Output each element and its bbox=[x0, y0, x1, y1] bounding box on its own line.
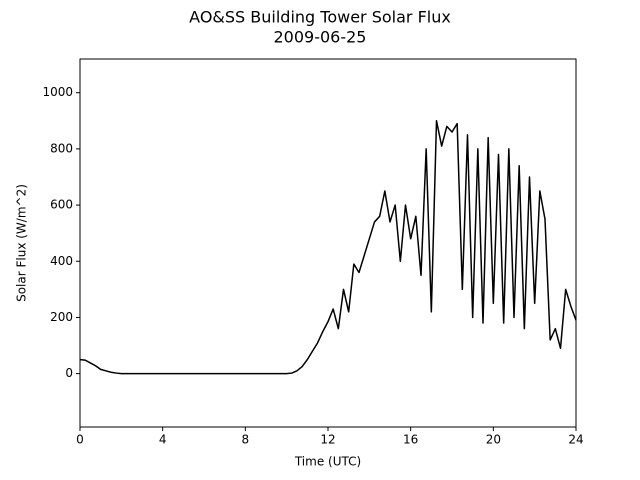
y-axis-label: Solar Flux (W/m^2) bbox=[15, 184, 29, 302]
y-tick-label: 200 bbox=[50, 310, 73, 324]
chart-title: AO&SS Building Tower Solar Flux bbox=[189, 8, 451, 27]
y-tick-label: 0 bbox=[65, 366, 73, 380]
x-axis-label: Time (UTC) bbox=[294, 455, 361, 469]
data-line bbox=[79, 120, 577, 375]
x-tick-label: 0 bbox=[76, 433, 84, 447]
chart-subtitle: 2009-06-25 bbox=[274, 28, 367, 47]
x-tick-label: 4 bbox=[159, 433, 167, 447]
x-tick-label: 12 bbox=[320, 433, 335, 447]
x-tick-label: 20 bbox=[486, 433, 501, 447]
y-tick-label: 1000 bbox=[42, 85, 73, 99]
x-tick-label: 16 bbox=[403, 433, 418, 447]
y-tick-label: 800 bbox=[50, 141, 73, 155]
y-tick-label: 600 bbox=[50, 198, 73, 212]
y-tick-label: 400 bbox=[50, 254, 73, 268]
plot-frame bbox=[79, 58, 577, 428]
x-tick-label: 8 bbox=[242, 433, 250, 447]
x-tick-label: 24 bbox=[568, 433, 583, 447]
